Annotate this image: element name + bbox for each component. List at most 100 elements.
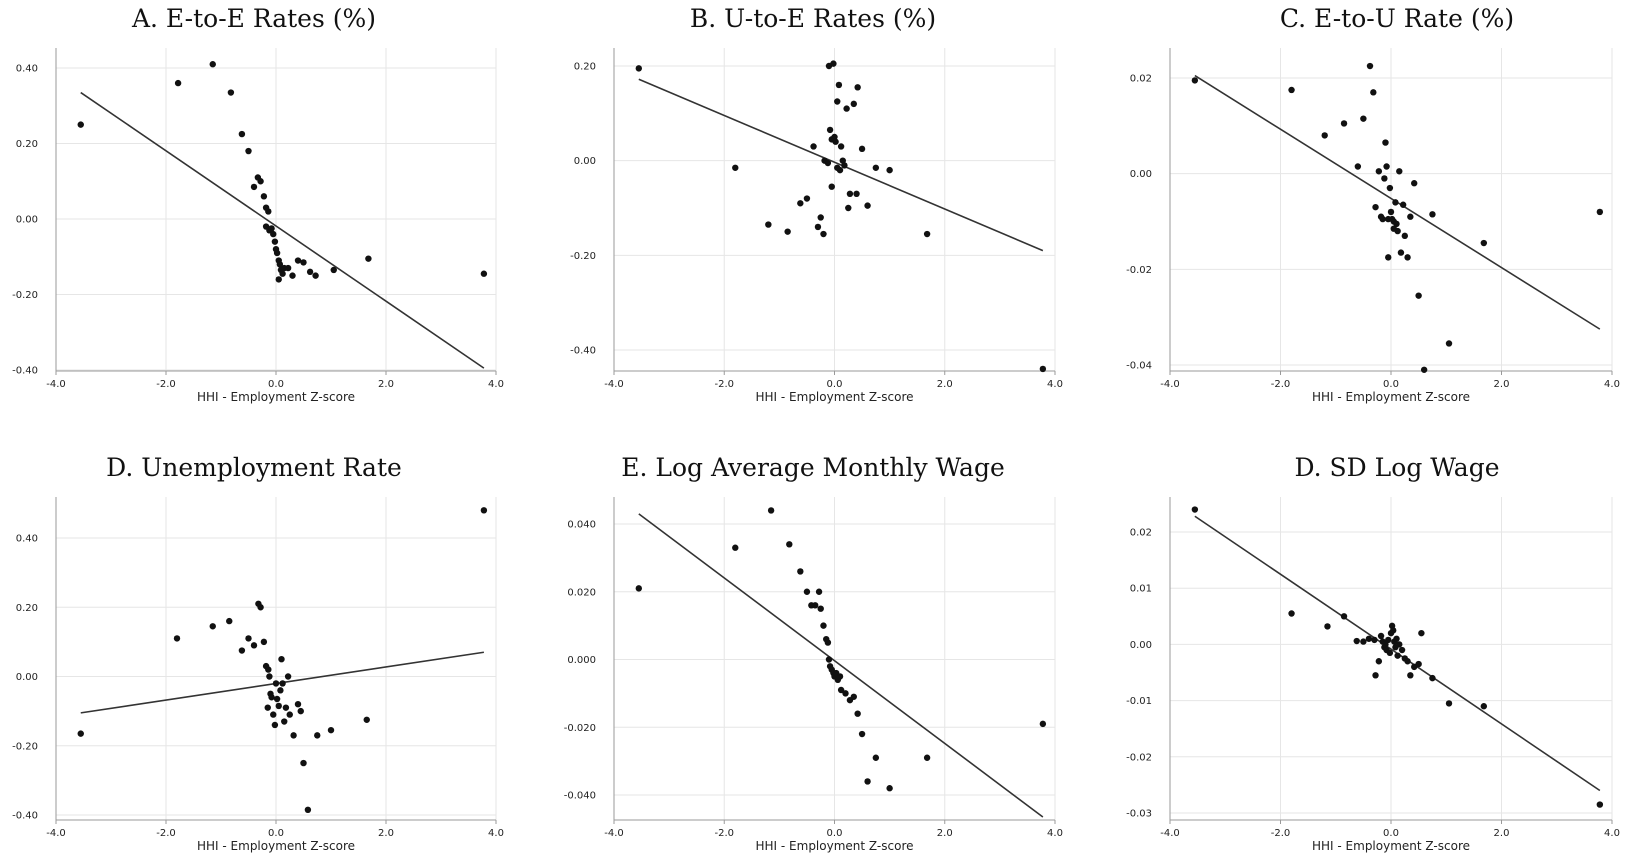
- data-point: [480, 270, 488, 277]
- data-point: [1377, 632, 1385, 640]
- data-point: [277, 687, 284, 694]
- data-point: [853, 190, 860, 197]
- data-point: [276, 261, 284, 268]
- data-point: [268, 694, 275, 701]
- y-tick-label: -0.02: [1126, 752, 1152, 763]
- data-point: [286, 711, 293, 718]
- data-point: [765, 221, 772, 228]
- x-tick-label: -2.0: [714, 828, 734, 839]
- data-point: [1039, 365, 1047, 373]
- data-point: [268, 225, 275, 232]
- data-point: [1407, 213, 1414, 220]
- data-point: [832, 138, 839, 145]
- x-axis-label: HHI - Employment Z-score: [1312, 390, 1470, 404]
- data-point: [923, 754, 931, 761]
- x-tick-label: -4.0: [604, 379, 624, 390]
- data-point: [846, 190, 854, 197]
- y-tick-label: -0.040: [564, 791, 596, 802]
- data-point: [1340, 120, 1348, 127]
- data-point: [1407, 672, 1414, 679]
- x-tick-label: -4.0: [604, 828, 624, 839]
- data-point: [1596, 801, 1604, 808]
- data-point: [835, 81, 843, 89]
- data-point: [1386, 184, 1394, 192]
- y-tick-label: 0.40: [16, 534, 38, 545]
- data-point: [77, 730, 84, 737]
- data-point: [1480, 239, 1488, 247]
- data-point: [872, 164, 880, 171]
- data-point: [306, 268, 314, 276]
- y-tick-label: -0.01: [1126, 696, 1152, 707]
- data-point: [635, 585, 643, 592]
- chart-panel-4: D. Unemployment Rate -0.40 -0.20 0.00 0.20 0.…: [12, 453, 504, 853]
- data-point: [270, 711, 277, 718]
- data-point: [843, 105, 850, 112]
- data-point: [1353, 637, 1360, 645]
- data-point: [227, 89, 235, 96]
- data-point: [830, 60, 837, 67]
- y-tick-label: 0.00: [16, 672, 38, 683]
- data-point: [1387, 208, 1395, 216]
- data-point: [245, 635, 252, 642]
- data-point: [850, 100, 857, 108]
- data-point: [837, 143, 845, 150]
- data-point: [1596, 208, 1604, 216]
- data-point: [872, 754, 880, 761]
- data-point: [480, 507, 488, 514]
- x-tick-label: 4.0: [488, 379, 504, 390]
- data-point: [825, 656, 833, 663]
- data-point: [810, 143, 817, 150]
- data-point: [1372, 672, 1379, 679]
- x-tick-label: -4.0: [46, 379, 66, 390]
- data-point: [260, 638, 268, 646]
- y-tick-label: 0.40: [16, 64, 38, 75]
- data-point: [300, 259, 307, 266]
- data-point: [1401, 232, 1409, 240]
- data-point: [330, 266, 337, 274]
- data-point: [245, 147, 252, 155]
- data-point: [294, 701, 302, 708]
- x-tick-label: 2.0: [937, 828, 953, 839]
- chart-title: A. E-to-E Rates (%): [131, 4, 376, 33]
- x-tick-label: 0.0: [1383, 379, 1399, 390]
- chart-title: B. U-to-E Rates (%): [690, 4, 936, 33]
- chart-panel-6: D. SD Log Wage -0.03 -0.02 -0.01 0.00 0.01 0.0…: [1126, 453, 1620, 853]
- data-point: [864, 202, 871, 209]
- data-point: [270, 230, 277, 238]
- data-point: [1365, 635, 1373, 642]
- data-point: [1360, 115, 1367, 122]
- data-point: [266, 673, 273, 680]
- data-point: [1324, 623, 1331, 630]
- data-point: [265, 208, 272, 215]
- y-tick-label: 0.00: [1130, 640, 1152, 651]
- data-point: [226, 617, 233, 625]
- x-tick-label: 0.0: [827, 828, 843, 839]
- data-point: [297, 707, 304, 715]
- data-point: [1381, 175, 1388, 182]
- data-point: [1397, 249, 1405, 256]
- data-point: [1404, 254, 1411, 261]
- data-point: [834, 164, 841, 171]
- x-tick-label: 0.0: [268, 379, 284, 390]
- x-tick-label: -2.0: [156, 828, 176, 839]
- data-point: [1340, 613, 1348, 620]
- x-tick-label: 2.0: [1494, 828, 1510, 839]
- data-point: [767, 507, 775, 514]
- x-tick-label: -2.0: [1271, 828, 1291, 839]
- data-point: [854, 710, 861, 717]
- data-point: [238, 130, 246, 138]
- data-point: [271, 721, 279, 729]
- data-point: [1445, 340, 1453, 347]
- y-tick-label: 0.040: [567, 520, 596, 531]
- data-point: [1399, 201, 1407, 208]
- x-axis-label: HHI - Employment Z-score: [756, 839, 914, 853]
- x-tick-label: 2.0: [1494, 379, 1510, 390]
- data-point: [786, 541, 793, 548]
- chart-panel-1: A. E-to-E Rates (%) -0.40 -0.20 0.00 0.20 0.4…: [12, 4, 504, 404]
- data-point: [635, 65, 643, 72]
- data-point: [820, 230, 827, 238]
- data-point: [803, 588, 811, 595]
- data-point: [1418, 629, 1425, 637]
- y-tick-label: 0.20: [16, 603, 38, 614]
- data-point: [265, 666, 272, 673]
